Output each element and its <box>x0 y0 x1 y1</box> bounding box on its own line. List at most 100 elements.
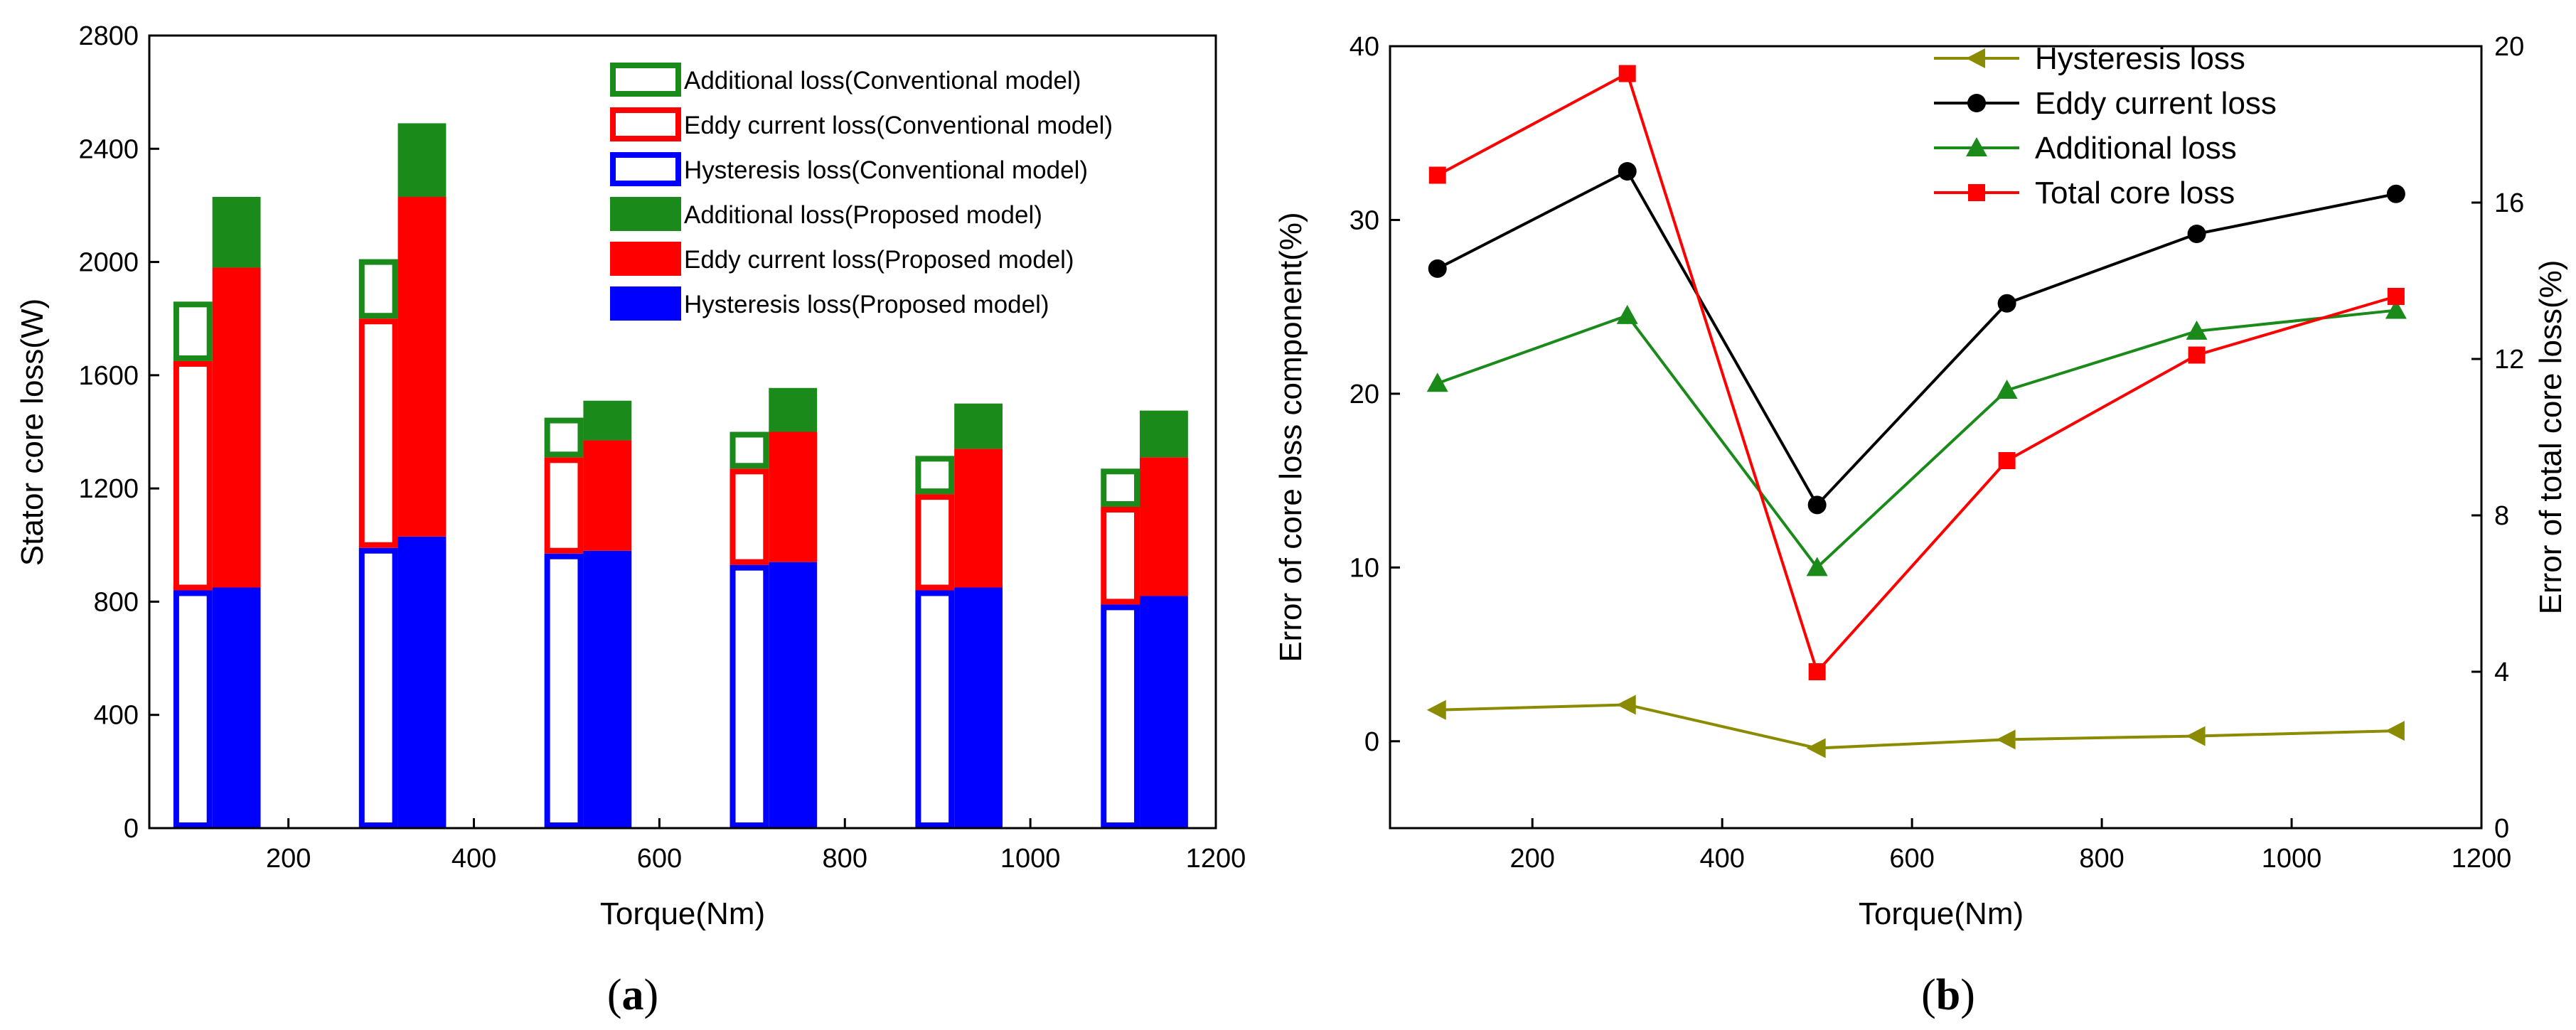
a-x-tick-label: 400 <box>451 844 496 874</box>
a-x-axis-title: Torque(Nm) <box>600 896 765 931</box>
b-point-additional-loss <box>1996 380 2018 399</box>
a-x-tick-label: 1200 <box>1186 844 1246 874</box>
b-y-tick-label: 40 <box>1350 32 1379 62</box>
a-legend-swatch-additional-loss-proposed-model <box>610 197 681 231</box>
a-caption-letter: a <box>622 971 644 1019</box>
a-y-tick-label: 800 <box>94 587 139 617</box>
b-right-tick-label: 4 <box>2494 658 2509 687</box>
b-point-additional-loss <box>2186 320 2208 340</box>
a-bar-conventional-hysteresis <box>1101 604 1140 828</box>
a-x-axis-ticks: 200 400 600 800 1000 1200 <box>266 818 1246 874</box>
b-left-axis-ticks: 0 10 20 30 40 <box>1350 32 1400 757</box>
b-point-hysteresis-loss <box>1616 694 1636 715</box>
a-legend-swatch-eddy-current-loss-conventional-model <box>610 107 681 141</box>
b-x-tick-label: 1000 <box>2262 844 2322 874</box>
b-legend-marker-additional-loss <box>1966 137 1987 156</box>
b-legend-marker-total-core-loss <box>1968 184 1985 201</box>
a-bar-proposed-eddy <box>954 449 1003 588</box>
b-y-tick-label: 30 <box>1350 205 1379 235</box>
a-bar-proposed-hysteresis <box>1140 596 1188 828</box>
b-x-tick-label: 1200 <box>2452 844 2512 874</box>
a-bar-conventional-eddy <box>729 468 769 565</box>
a-y-tick-label: 1600 <box>78 361 139 391</box>
b-right-tick-label: 12 <box>2494 345 2524 375</box>
a-legend-label: Eddy current loss(Proposed model) <box>684 246 1074 274</box>
b-legend-label: Eddy current loss <box>2035 86 2277 121</box>
a-legend-label: Hysteresis loss(Proposed model) <box>684 291 1049 318</box>
a-legend-swatch-additional-loss-conventional-model <box>610 63 681 97</box>
a-bar-conventional-additional <box>1101 468 1140 508</box>
a-bar-conventional-additional <box>173 301 213 361</box>
b-point-hysteresis-loss <box>2186 726 2206 746</box>
a-bar-conventional-eddy <box>1101 507 1140 605</box>
a-bar-proposed-eddy <box>397 196 447 537</box>
a-bar-proposed-additional <box>212 196 261 268</box>
a-y-axis-title: Stator core loss(W) <box>15 299 50 567</box>
a-bar-conventional-hysteresis <box>915 590 955 828</box>
b-point-hysteresis-loss <box>1426 699 1446 720</box>
a-bar-proposed-additional <box>583 400 632 441</box>
a-legend-label: Additional loss(Conventional model) <box>684 67 1081 95</box>
b-point-total-core-loss <box>1618 65 1636 82</box>
a-y-tick-label: 2800 <box>78 21 139 51</box>
a-y-tick-label: 1200 <box>78 474 139 504</box>
a-plot-frame <box>148 34 1217 830</box>
a-y-tick-label: 2400 <box>78 134 139 164</box>
b-point-additional-loss <box>2385 299 2407 319</box>
a-legend-label: Additional loss(Proposed model) <box>684 201 1042 229</box>
a-bar-conventional-additional <box>544 417 584 458</box>
b-line-eddy-current-loss <box>1436 169 2397 508</box>
b-series-additional-loss <box>1426 299 2407 576</box>
b-right-axis-ticks: 0 4 8 12 16 20 <box>2471 32 2524 844</box>
b-line-total-core-loss <box>1436 71 2397 675</box>
b-y-axis-title: Error of core loss component(%) <box>1273 212 1308 662</box>
a-bar-proposed-hysteresis <box>954 587 1003 828</box>
a-y-axis-ticks: 0 400 800 1200 1600 2000 2400 2800 <box>78 21 159 844</box>
a-bar-proposed-eddy <box>212 267 261 588</box>
a-caption: (a) <box>607 971 658 1019</box>
panel-a-bar-chart: 200 400 600 800 1000 1200 0 400 800 1200 1600 2000… <box>15 21 1246 1019</box>
a-bar-conventional-eddy <box>173 360 213 591</box>
b-point-eddy-current-loss <box>1997 294 2016 313</box>
b-point-total-core-loss <box>2387 288 2405 305</box>
b-point-total-core-loss <box>1998 452 2016 469</box>
b-point-hysteresis-loss <box>1996 729 2016 750</box>
b-point-eddy-current-loss <box>2386 184 2405 203</box>
b-series-total-core-loss <box>1428 65 2405 680</box>
b-legend-label: Additional loss <box>2035 131 2237 166</box>
a-y-tick-label: 2000 <box>78 248 139 278</box>
b-x-tick-label: 400 <box>1699 844 1744 874</box>
a-bars <box>173 123 1188 829</box>
b-series-eddy-current-loss <box>1428 162 2405 515</box>
b-point-additional-loss <box>1616 304 1638 324</box>
b-legend-marker-eddy-current-loss <box>1967 94 1986 112</box>
b-x-tick-label: 800 <box>2079 844 2124 874</box>
a-bar-proposed-hysteresis <box>583 550 632 828</box>
a-bar-conventional-hysteresis <box>358 547 398 829</box>
a-bar-conventional-additional <box>915 456 955 495</box>
a-bar-conventional-eddy <box>915 494 955 591</box>
b-point-eddy-current-loss <box>2187 225 2206 243</box>
b-y-tick-label: 0 <box>1364 727 1379 757</box>
b-plot-frame <box>1389 45 2483 830</box>
b-caption: (b) <box>1921 971 1975 1019</box>
b-point-additional-loss <box>1426 372 1448 392</box>
panel-b-line-chart: 200 400 600 800 1000 1200 0 10 20 30 40 0 4 8 12 16 20… <box>1273 32 2568 1019</box>
a-bar-conventional-hysteresis <box>544 553 584 828</box>
b-x-axis-ticks: 200 400 600 800 1000 1200 <box>1510 818 2512 874</box>
b-legend-marker-hysteresis-loss <box>1966 48 1985 68</box>
a-bar-conventional-additional <box>729 431 769 469</box>
b-point-additional-loss <box>1806 557 1828 576</box>
b-point-hysteresis-loss <box>1806 738 1826 758</box>
b-point-eddy-current-loss <box>1428 259 1447 278</box>
b-x-axis-title: Torque(Nm) <box>1859 896 2024 931</box>
b-line-additional-loss <box>1437 309 2397 570</box>
b-caption-letter: b <box>1936 971 1960 1019</box>
a-bar-proposed-additional <box>397 123 447 197</box>
a-legend-swatch-hysteresis-loss-proposed-model <box>610 286 681 321</box>
b-x-tick-label: 200 <box>1510 844 1555 874</box>
a-legend-label: Eddy current loss(Conventional model) <box>684 112 1113 139</box>
b-point-total-core-loss <box>1808 663 1826 680</box>
a-bar-proposed-hysteresis <box>397 536 447 828</box>
